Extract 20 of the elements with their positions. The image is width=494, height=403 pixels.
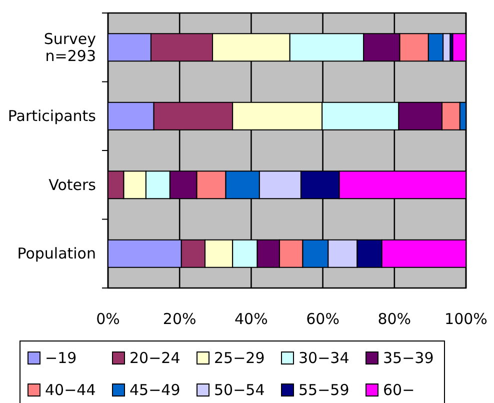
x-tick-label: 0% — [96, 310, 120, 328]
legend-label: −19 — [45, 349, 77, 367]
y-tick-label: Participants — [8, 107, 96, 126]
legend-label: 20−24 — [130, 349, 180, 367]
x-tick-label: 80% — [378, 310, 412, 328]
y-tick-label: Survey n=293 — [44, 30, 96, 65]
y-tick-label: Population — [17, 244, 96, 263]
legend-label: 60− — [383, 381, 415, 399]
legend-label: 55−59 — [298, 381, 350, 399]
legend-label: 50−54 — [214, 381, 265, 399]
legend-label: 45−49 — [130, 381, 180, 399]
y-tick-label: Voters — [48, 176, 96, 194]
x-tick-label: 20% — [162, 310, 196, 328]
x-tick-label: 60% — [306, 310, 340, 328]
legend-label: 25−29 — [214, 349, 265, 367]
x-tick-label: 40% — [234, 310, 268, 328]
legend-label: 40−44 — [45, 381, 96, 399]
legend-label: 35−39 — [383, 349, 434, 367]
legend-label: 30−34 — [298, 349, 350, 367]
x-tick-label: 100% — [444, 310, 488, 328]
